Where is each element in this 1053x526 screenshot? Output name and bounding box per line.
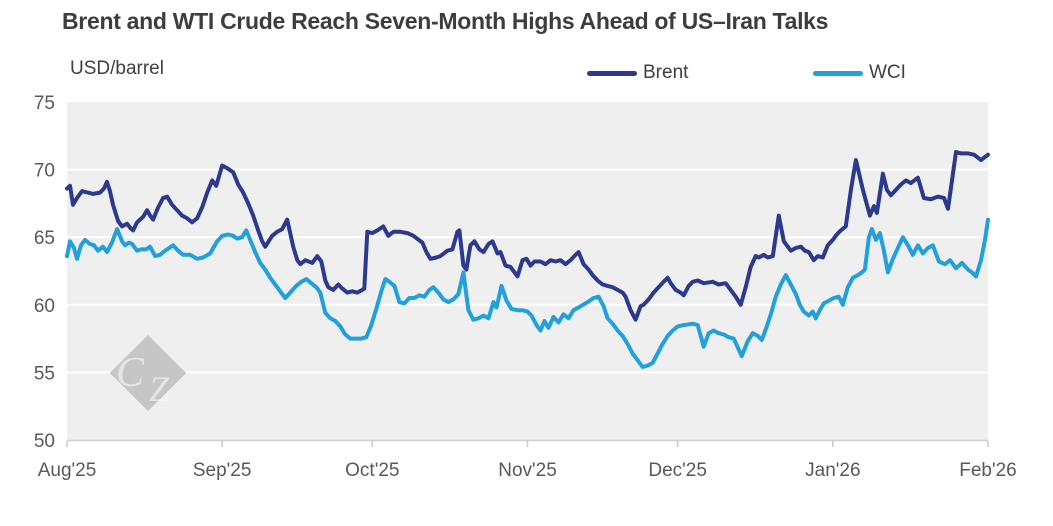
legend-label-wci: WCI	[869, 62, 906, 83]
watermark-letter-c: C	[116, 350, 145, 396]
x-tick-label: Sep'25	[193, 460, 252, 481]
legend-item-wci: WCI	[813, 62, 906, 84]
wci-line-swatch	[813, 70, 863, 76]
y-tick-label: 75	[34, 93, 55, 114]
x-tick-label: Feb'26	[959, 460, 1017, 481]
x-tick-label: Dec'25	[648, 460, 707, 481]
y-tick-label: 55	[34, 363, 55, 384]
brent-line-swatch	[587, 70, 637, 76]
x-tick-label: Oct'25	[345, 460, 399, 481]
y-tick-label: 60	[34, 296, 55, 317]
wci-line	[65, 217, 990, 369]
y-axis-unit-label: USD/barrel	[70, 58, 164, 79]
chart-title: Brent and WTI Crude Reach Seven-Month Hi…	[62, 8, 829, 34]
brent-line	[65, 150, 990, 322]
x-tick-label: Nov'25	[498, 460, 557, 481]
plot-area	[67, 102, 988, 440]
y-tick-label: 50	[34, 431, 55, 452]
legend-label-brent: Brent	[643, 62, 689, 83]
x-tick-label: Aug'25	[38, 460, 97, 481]
y-tick-label: 65	[34, 228, 55, 249]
legend-item-brent: Brent	[587, 62, 688, 84]
x-tick-label: Jan'26	[805, 460, 860, 481]
watermark-letter-z: Z	[149, 369, 170, 409]
y-tick-label: 70	[34, 161, 55, 182]
